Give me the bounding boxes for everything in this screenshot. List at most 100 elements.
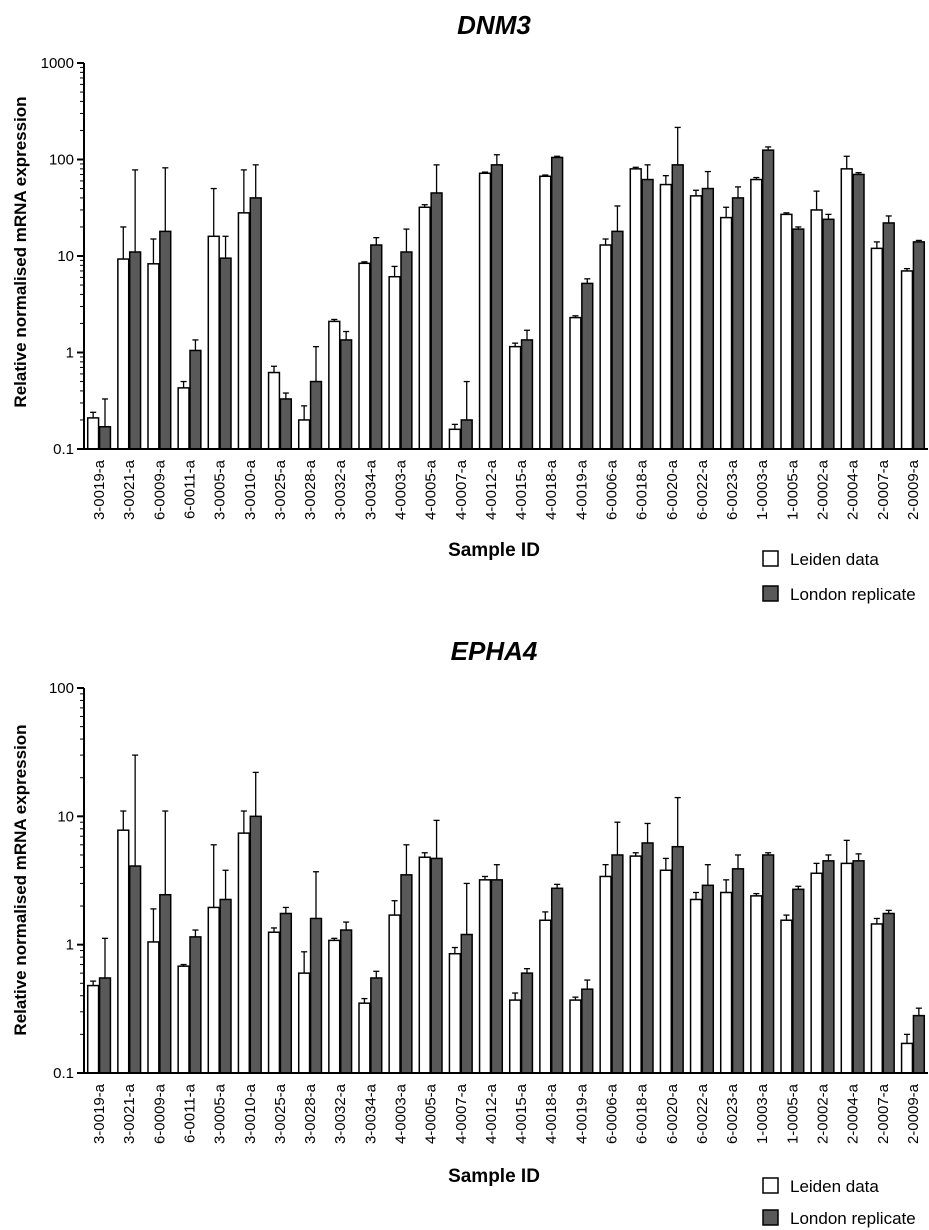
bar-leiden	[86, 984, 100, 1074]
x-tick-label: 1-0005-a	[784, 1083, 801, 1144]
bar-london	[550, 887, 564, 1074]
bar-leiden	[508, 999, 522, 1074]
bar-london	[671, 164, 684, 450]
bar-leiden	[237, 212, 251, 450]
bar-leiden	[599, 875, 612, 1074]
bar-leiden	[780, 213, 793, 450]
x-tick-label: 3-0032-a	[332, 1083, 349, 1144]
x-tick-label: 3-0021-a	[121, 1083, 138, 1144]
x-axis: 3-0019-a 3-0021-a 6-0009-a 6-0011-a 3-0005-a…	[84, 448, 928, 520]
x-tick-label: 6-0023-a	[724, 1083, 741, 1144]
bar-leiden	[719, 891, 733, 1074]
x-tick-label: 6-0009-a	[151, 1083, 168, 1144]
x-tick-label: 6-0011-a	[182, 459, 199, 519]
bar-london	[581, 282, 594, 450]
x-tick-label: 6-0011-a	[182, 1083, 199, 1143]
bar-leiden	[629, 855, 642, 1074]
x-axis-label: Sample ID	[448, 1166, 540, 1187]
bar-london	[309, 380, 323, 450]
bar-leiden	[86, 417, 100, 450]
y-tick-label: 10	[57, 808, 74, 825]
bar-london	[339, 339, 353, 450]
bar-leiden	[810, 872, 823, 1074]
plot-area	[86, 754, 926, 1074]
x-tick-label: 6-0006-a	[604, 1083, 621, 1144]
bar-london	[128, 865, 142, 1074]
x-tick-label: 2-0009-a	[905, 1083, 922, 1144]
x-tick-label: 4-0019-a	[573, 459, 590, 520]
x-tick-label: 3-0028-a	[302, 459, 319, 520]
x-tick-label: 4-0012-a	[483, 1083, 500, 1144]
x-tick-label: 6-0018-a	[634, 1083, 651, 1144]
bar-london	[309, 917, 323, 1074]
bar-london	[882, 912, 895, 1074]
bar-leiden	[569, 316, 582, 450]
bar-london	[279, 912, 293, 1074]
bar-leiden	[328, 939, 341, 1074]
bar-leiden	[418, 856, 431, 1074]
bar-london	[490, 879, 504, 1074]
x-tick-label: 3-0032-a	[332, 459, 349, 520]
bar-leiden	[358, 262, 371, 450]
x-tick-label: 2-0004-a	[845, 1083, 862, 1144]
bar-leiden	[147, 941, 160, 1074]
y-tick-label: 1	[66, 937, 74, 954]
y-tick-label: 1000	[41, 55, 74, 72]
bar-london	[792, 228, 805, 450]
x-tick-label: 4-0007-a	[453, 459, 470, 520]
bar-leiden	[508, 345, 522, 450]
bar-leiden	[448, 952, 462, 1074]
x-tick-label: 4-0018-a	[543, 459, 560, 520]
bar-london	[159, 893, 172, 1074]
x-tick-label: 4-0018-a	[543, 1083, 560, 1144]
bar-leiden	[237, 832, 251, 1074]
bar-leiden	[750, 178, 763, 450]
bar-london	[490, 164, 504, 450]
bar-leiden	[780, 919, 793, 1074]
bar-london	[249, 197, 262, 450]
bar-london	[822, 218, 835, 450]
bar-leiden	[267, 371, 281, 450]
bar-london	[460, 419, 473, 450]
x-tick-label: 3-0021-a	[121, 459, 138, 520]
legend-label-leiden: Leiden data	[790, 1177, 879, 1196]
y-tick-label: 100	[49, 680, 74, 697]
x-tick-label: 2-0009-a	[905, 459, 922, 520]
x-tick-label: 1-0003-a	[754, 1083, 771, 1144]
bar-london	[731, 868, 745, 1074]
bar-london	[671, 845, 684, 1074]
x-tick-label: 3-0005-a	[212, 1083, 229, 1144]
bar-london	[219, 257, 232, 450]
bar-london	[520, 339, 534, 450]
bar-london	[611, 230, 624, 450]
bar-leiden	[388, 275, 401, 450]
x-tick-label: 6-0009-a	[151, 459, 168, 520]
bar-london	[460, 933, 473, 1074]
bar-leiden	[117, 829, 130, 1074]
x-tick-label: 3-0005-a	[212, 459, 229, 520]
bar-london	[98, 977, 112, 1074]
bar-london	[370, 244, 383, 450]
bar-london	[761, 854, 775, 1074]
x-tick-label: 1-0003-a	[754, 459, 771, 520]
y-axis-label: Relative normalised mRNA expression	[11, 96, 30, 407]
legend: Leiden data London replicate	[762, 550, 916, 604]
x-tick-label: 3-0025-a	[272, 459, 289, 520]
bar-leiden	[147, 263, 160, 450]
x-tick-label: 3-0019-a	[91, 459, 108, 520]
bar-london	[641, 178, 654, 450]
x-tick-label: 4-0003-a	[393, 459, 410, 520]
y-axis-label: Relative normalised mRNA expression	[11, 724, 30, 1035]
plot-area	[86, 126, 926, 450]
bar-leiden	[689, 195, 703, 450]
legend-swatch-london	[762, 585, 779, 602]
bar-london	[339, 929, 353, 1074]
bar-london	[641, 842, 654, 1074]
x-tick-label: 4-0015-a	[513, 1083, 530, 1144]
x-tick-label: 4-0003-a	[393, 1083, 410, 1144]
bar-leiden	[870, 247, 884, 450]
chart-title: EPHA4	[451, 636, 538, 666]
x-tick-label: 4-0015-a	[513, 459, 530, 520]
bar-london	[400, 251, 413, 450]
